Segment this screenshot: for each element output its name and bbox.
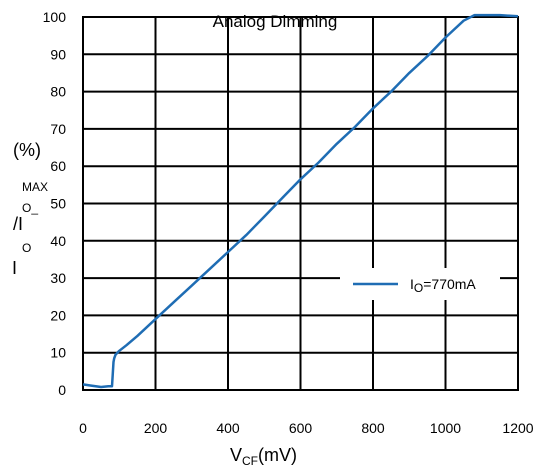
x-axis-label-unit: (mV) [258,445,297,465]
x-axis-label-sub: CF [242,454,258,468]
y-tick-label: 90 [50,46,66,62]
x-tick-label: 0 [79,420,87,436]
legend-label: IO=770mA [410,276,476,295]
grid-lines [83,17,518,390]
y-tick-label: 60 [50,158,66,174]
series-line [82,13,519,389]
x-axis-ticks: 0 200 400 600 800 1000 1200 [79,420,534,436]
y-axis-label-unit: (%) [13,140,41,160]
x-axis-label: VCF(mV) [230,445,297,468]
x-axis-label-main: V [230,445,242,465]
y-tick-label: 10 [50,345,66,361]
y-axis-label-max: MAX [22,180,48,194]
plot-frame [82,16,519,391]
y-axis-label-slash: /I [13,214,23,234]
y-tick-label: 100 [43,9,67,25]
chart-title: Analog Dimming [213,12,338,31]
y-tick-label: 50 [50,196,66,212]
x-tick-label: 1200 [502,420,533,436]
series-lines [82,13,519,389]
y-tick-label: 30 [50,270,66,286]
y-axis-label: I O /I O_ MAX (%) [12,140,48,278]
y-axis-label-i: I [12,258,17,278]
x-tick-label: 600 [289,420,313,436]
y-axis-ticks: 0 10 20 30 40 50 60 70 80 90 100 [43,9,67,398]
y-tick-label: 0 [58,382,66,398]
y-axis-label-o2: O_ [22,201,38,215]
y-tick-label: 40 [50,233,66,249]
y-tick-label: 20 [50,307,66,323]
legend: IO=770mA [340,268,500,300]
y-tick-label: 80 [50,84,66,100]
y-tick-label: 70 [50,121,66,137]
legend-label-sub: O [414,281,423,295]
x-tick-label: 1000 [430,420,461,436]
x-tick-label: 200 [144,420,168,436]
x-tick-label: 400 [216,420,240,436]
legend-label-rest: =770mA [423,276,476,292]
legend-label-main: I [410,276,414,292]
y-axis-label-o1: O [22,241,31,255]
x-tick-label: 800 [361,420,385,436]
